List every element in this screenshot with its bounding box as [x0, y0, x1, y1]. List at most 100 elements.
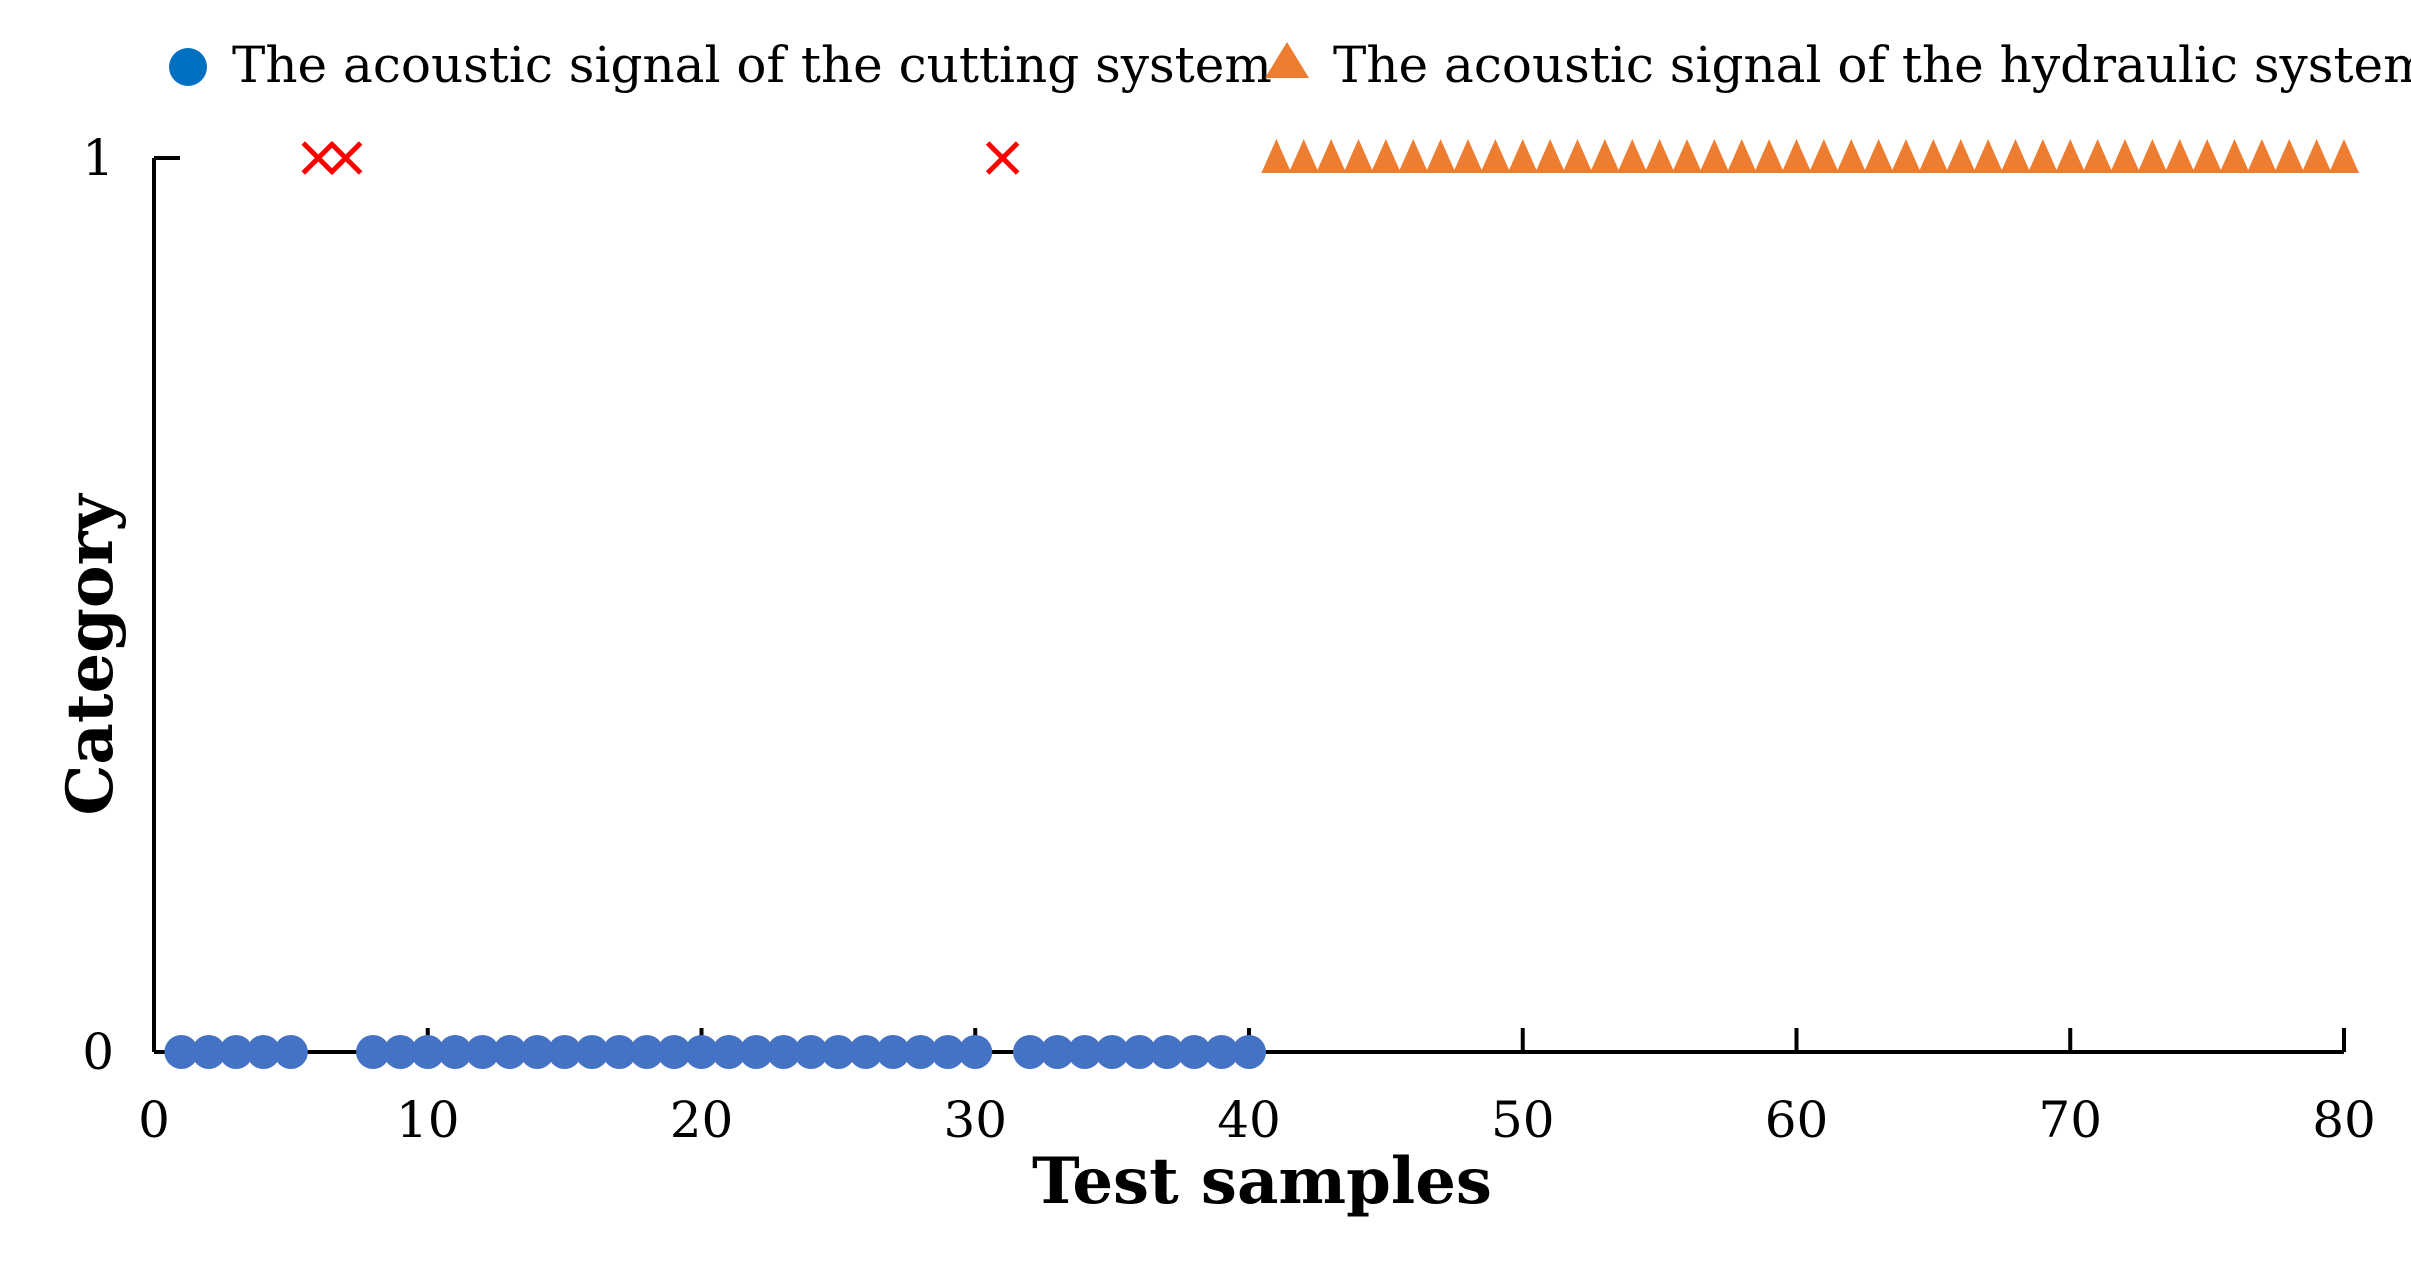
x-tick-label: 70 [2038, 1091, 2102, 1149]
data-point-hydraulic [1535, 139, 1566, 173]
data-point-cutting [1204, 1035, 1239, 1069]
data-point-cutting [219, 1035, 254, 1069]
y-tick-label: 1 [82, 129, 114, 187]
data-point-cutting [191, 1035, 226, 1069]
data-point-hydraulic [1453, 139, 1483, 173]
data-point-cutting [930, 1035, 965, 1069]
data-point-cutting [684, 1035, 719, 1069]
x-tick-label: 50 [1491, 1091, 1555, 1149]
data-point-hydraulic [2192, 139, 2223, 173]
data-point-hydraulic [2110, 139, 2140, 173]
data-point-cutting [657, 1035, 692, 1069]
data-point-cutting [164, 1035, 199, 1069]
data-point-hydraulic [1343, 139, 1374, 173]
data-point-cutting [821, 1035, 856, 1069]
data-point-hydraulic [1808, 139, 1839, 173]
x-tick-label: 0 [138, 1091, 170, 1149]
data-point-hydraulic [2082, 139, 2113, 173]
x-tick-label: 60 [1765, 1091, 1829, 1149]
series-hydraulic [1261, 139, 2359, 173]
y-axis-title: Category [53, 493, 128, 816]
data-point-cutting [602, 1035, 637, 1069]
data-point-cutting [1067, 1035, 1102, 1069]
data-point-hydraulic [2164, 139, 2195, 173]
axes [152, 158, 2344, 1054]
x-tick-label: 40 [1217, 1091, 1281, 1149]
data-point-hydraulic [2000, 139, 2031, 173]
data-point-hydraulic [1891, 139, 1921, 173]
x-axis-title: Test samples [1032, 1144, 1492, 1219]
data-point-hydraulic [1836, 139, 1867, 173]
data-point-cutting [1095, 1035, 1130, 1069]
data-point-cutting [383, 1035, 418, 1069]
data-point-cutting [438, 1035, 473, 1069]
data-point-hydraulic [1726, 139, 1757, 173]
data-point-cutting [711, 1035, 746, 1069]
data-point-hydraulic [1781, 139, 1812, 173]
data-point-hydraulic [1370, 139, 1401, 173]
data-point-hydraulic [2301, 139, 2332, 173]
data-point-cutting [1013, 1035, 1047, 1069]
data-point-hydraulic [1754, 139, 1785, 173]
data-point-hydraulic [1288, 139, 1319, 173]
data-point-hydraulic [1589, 139, 1620, 173]
data-point-cutting [1122, 1035, 1157, 1069]
data-point-cutting [903, 1035, 938, 1069]
series-cutting [164, 1035, 1266, 1069]
legend-label-hydraulic: The acoustic signal of the hydraulic sys… [1333, 36, 2411, 94]
data-point-misclassified [328, 141, 363, 175]
data-point-hydraulic [1644, 139, 1675, 173]
data-point-hydraulic [2137, 139, 2168, 173]
data-point-cutting [1232, 1035, 1266, 1069]
data-point-hydraulic [2027, 139, 2058, 173]
data-point-cutting [1149, 1035, 1184, 1069]
data-point-misclassified [985, 141, 1020, 175]
data-point-misclassified [301, 141, 336, 175]
x-tick-label: 80 [2312, 1091, 2376, 1149]
legend: The acoustic signal of the cutting syste… [169, 36, 2411, 94]
y-tick-label: 0 [82, 1023, 114, 1081]
data-point-hydraulic [1617, 139, 1648, 173]
data-point-hydraulic [1261, 139, 1292, 173]
data-point-hydraulic [2329, 139, 2359, 173]
data-point-hydraulic [1316, 139, 1347, 173]
x-tick-label: 20 [670, 1091, 734, 1149]
data-point-hydraulic [1863, 139, 1894, 173]
data-point-hydraulic [1562, 139, 1593, 173]
data-point-cutting [547, 1035, 582, 1069]
data-point-cutting [575, 1035, 609, 1069]
data-point-hydraulic [2274, 139, 2305, 173]
data-point-hydraulic [1973, 139, 2004, 173]
data-point-cutting [356, 1035, 390, 1069]
data-point-cutting [273, 1035, 308, 1069]
data-point-hydraulic [1945, 139, 1976, 173]
data-point-cutting [876, 1035, 911, 1069]
data-point-hydraulic [1699, 139, 1730, 173]
x-ticks: 0 10 20 30 40 50 60 70 80 [138, 1028, 2376, 1149]
data-point-hydraulic [2246, 139, 2277, 173]
data-point-cutting [410, 1035, 445, 1069]
data-point-hydraulic [1507, 139, 1538, 173]
series-misclassified [301, 141, 1020, 175]
data-point-cutting [492, 1035, 527, 1069]
legend-marker-hydraulic [1265, 42, 1309, 78]
data-point-hydraulic [1425, 139, 1456, 173]
data-point-cutting [739, 1035, 774, 1069]
data-point-cutting [246, 1035, 281, 1069]
data-point-hydraulic [2055, 139, 2086, 173]
legend-marker-cutting [169, 48, 207, 86]
data-point-cutting [1177, 1035, 1212, 1069]
data-point-cutting [958, 1035, 993, 1069]
x-tick-label: 10 [396, 1091, 460, 1149]
data-point-hydraulic [1672, 139, 1702, 173]
data-point-cutting [520, 1035, 555, 1069]
data-point-hydraulic [1398, 139, 1429, 173]
data-point-cutting [629, 1035, 664, 1069]
legend-label-cutting: The acoustic signal of the cutting syste… [232, 36, 1272, 94]
data-point-cutting [465, 1035, 500, 1069]
data-point-cutting [766, 1035, 801, 1069]
y-ticks: 01 [82, 129, 180, 1081]
data-point-cutting [794, 1035, 828, 1069]
